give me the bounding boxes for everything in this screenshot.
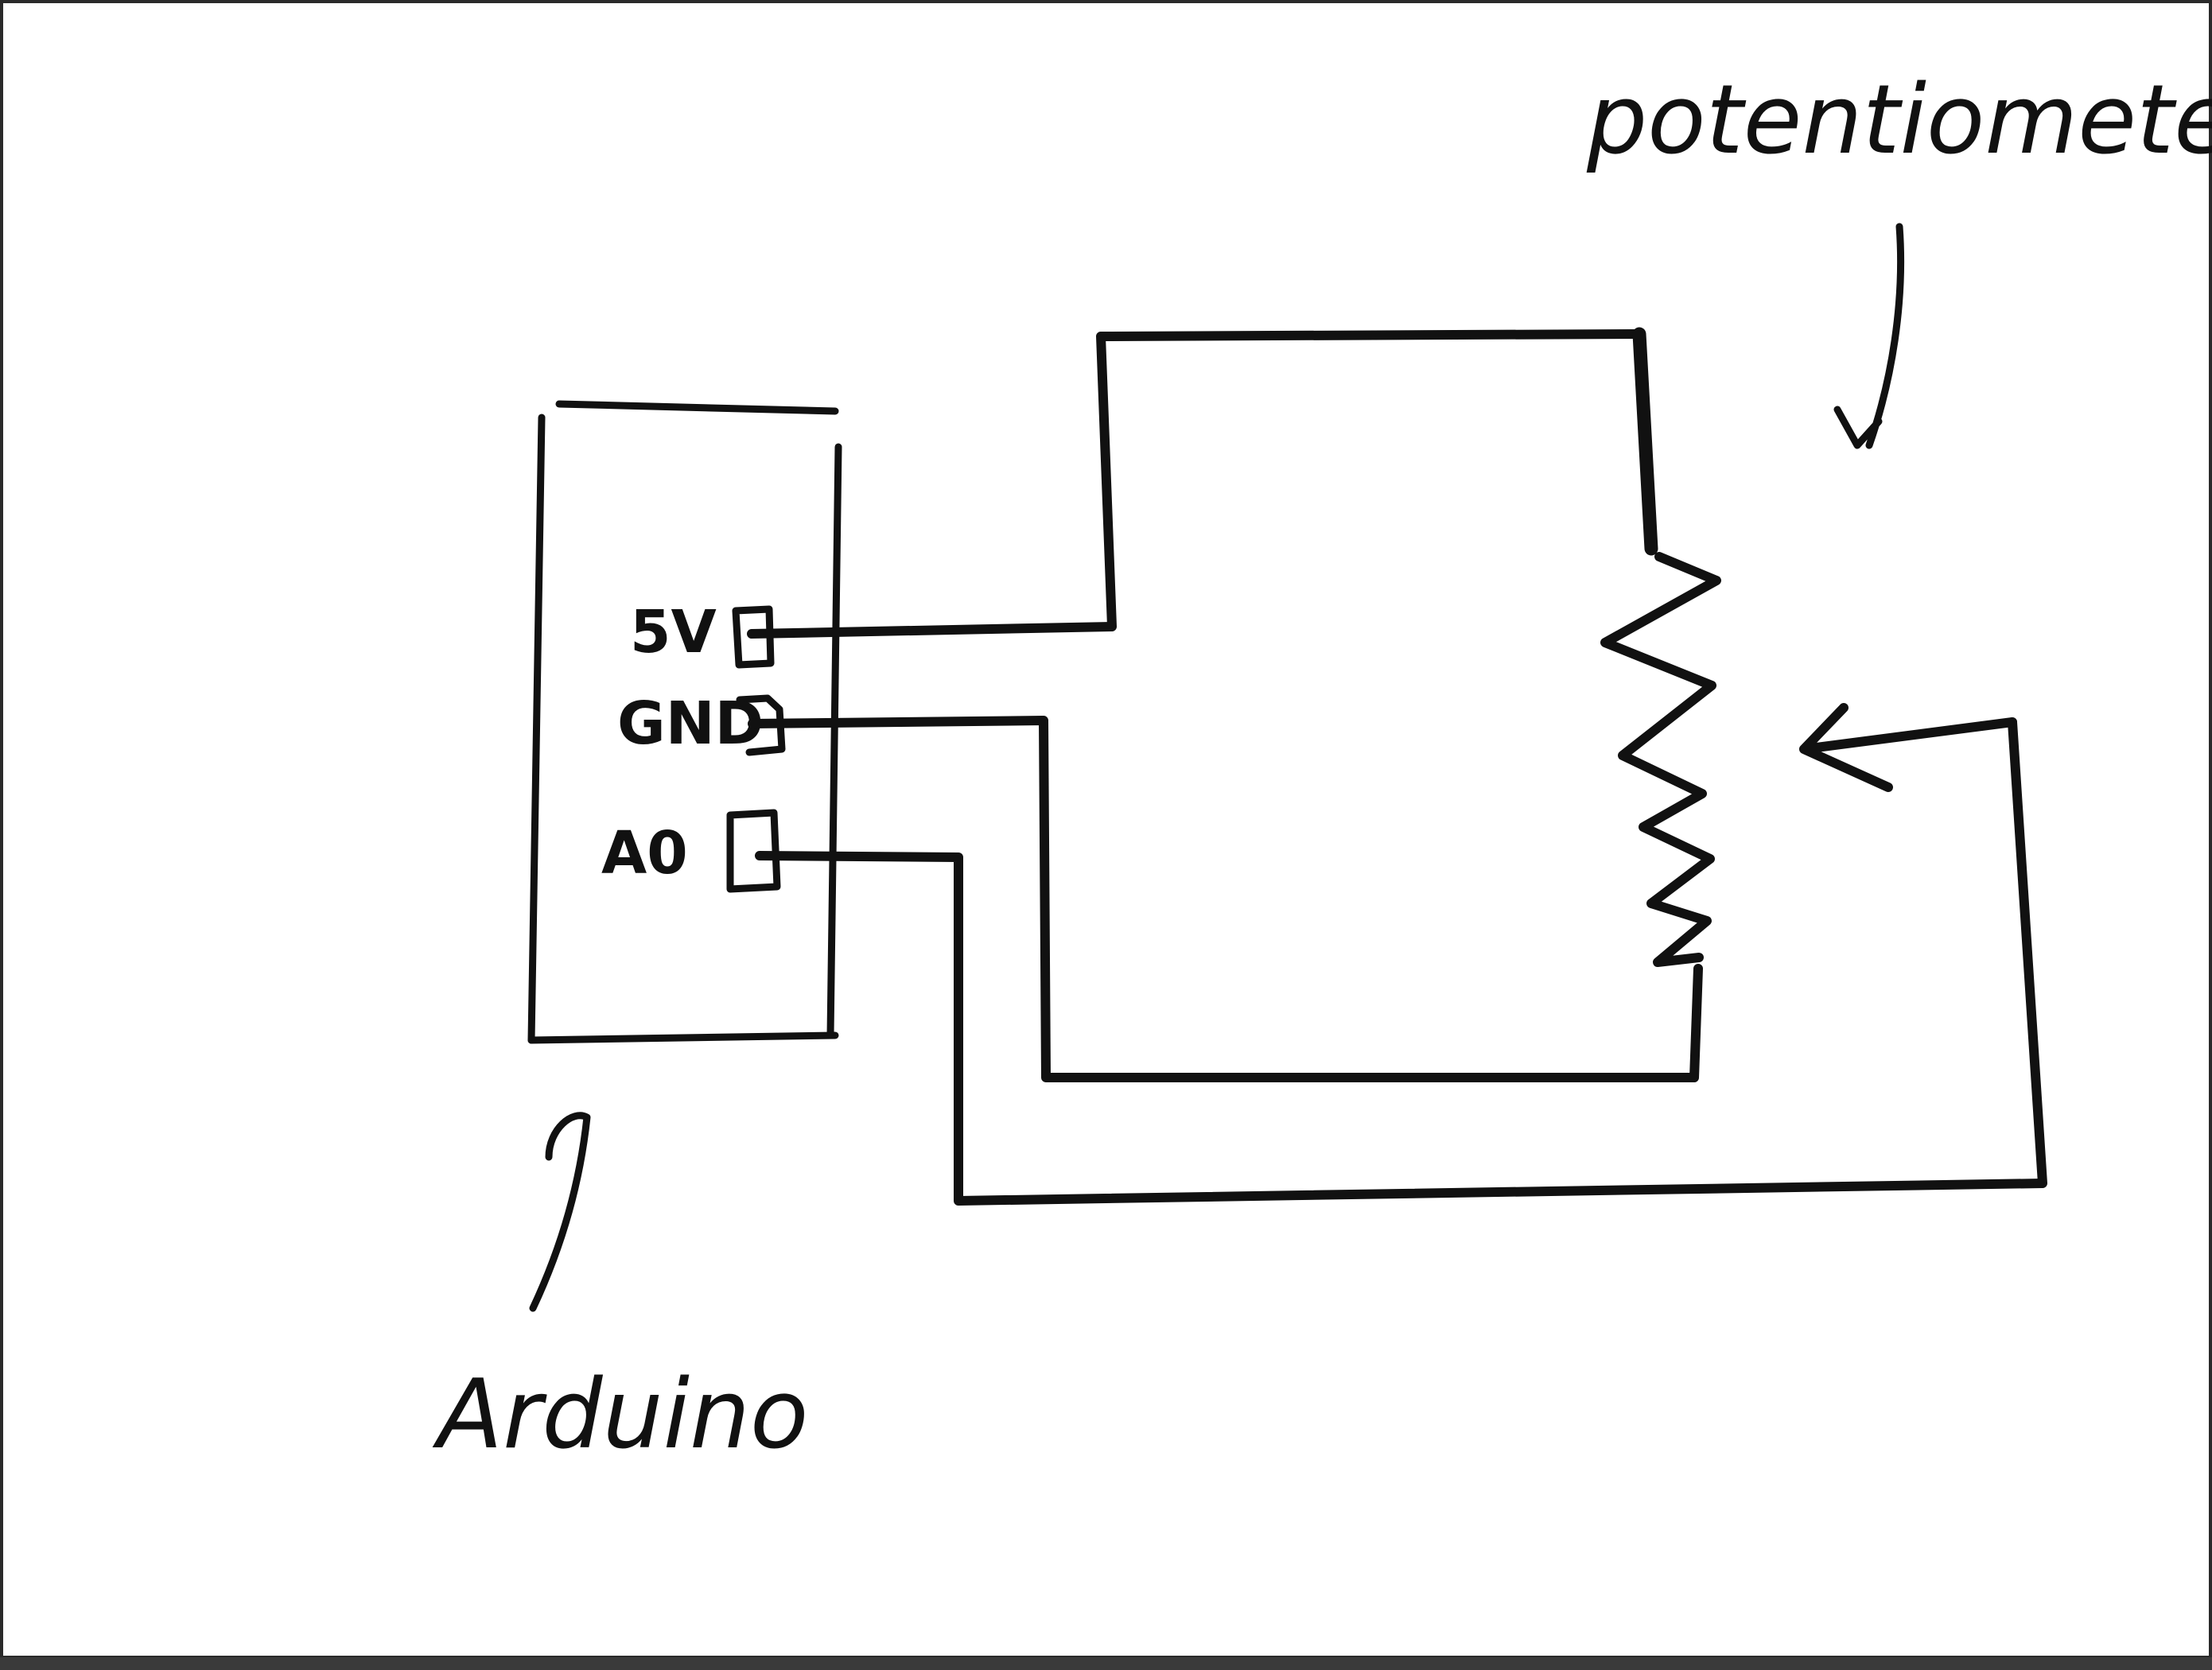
potentiometer-label: potentiometer. — [1586, 65, 2212, 176]
wire-5v — [747, 329, 1644, 639]
arduino-board — [527, 400, 842, 1044]
arduino-board-top-edge — [555, 400, 839, 415]
potentiometer — [1600, 327, 2017, 967]
pin-label-gnd: GND — [617, 689, 764, 758]
potentiometer-wiper-arrow — [1799, 703, 2017, 792]
potentiometer-resistor-zigzag — [1600, 552, 1721, 967]
wire-gnd — [748, 716, 1703, 1082]
pin-box-a0 — [726, 809, 781, 893]
pin-box-gnd — [736, 694, 786, 756]
pin-label-5v: 5V — [630, 598, 717, 666]
potentiometer-pointer-arrow — [1833, 223, 1905, 449]
arduino-label: Arduino — [432, 1360, 808, 1470]
potentiometer-lead-top — [1632, 327, 1658, 556]
arduino-board-right-edge — [826, 443, 842, 1039]
pin-box-5v — [732, 605, 775, 669]
pin-label-a0: A0 — [601, 819, 688, 887]
bottom-edge — [0, 1657, 2212, 1670]
arduino-board-bottom-edge — [527, 1031, 839, 1044]
arduino-pointer-arrow — [529, 1112, 591, 1312]
wire-a0 — [755, 717, 2047, 1206]
arduino-board-left-edge — [527, 414, 546, 1044]
